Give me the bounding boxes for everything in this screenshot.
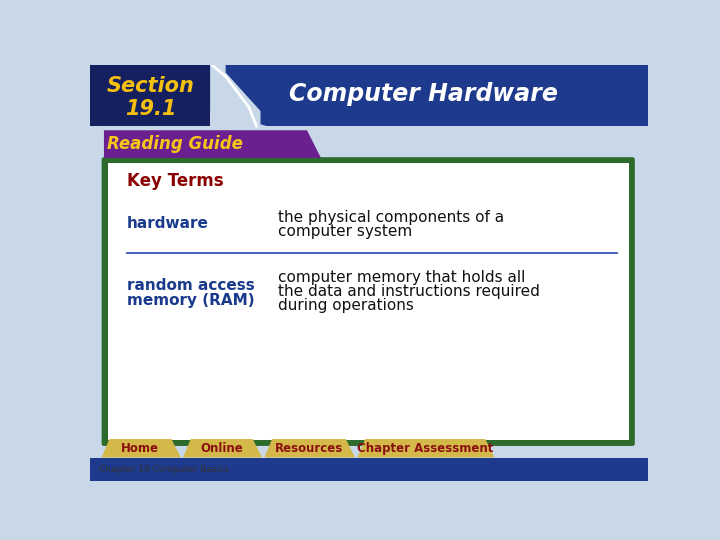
Text: 19.1: 19.1: [125, 99, 176, 119]
Polygon shape: [210, 65, 261, 126]
FancyBboxPatch shape: [102, 157, 635, 446]
Polygon shape: [210, 111, 330, 126]
Text: Section: Section: [107, 76, 194, 96]
FancyBboxPatch shape: [108, 164, 629, 440]
Polygon shape: [264, 439, 355, 457]
Polygon shape: [104, 130, 321, 158]
Text: the physical components of a: the physical components of a: [279, 210, 505, 225]
Text: random access: random access: [127, 278, 255, 293]
Bar: [90, 457, 648, 481]
Polygon shape: [102, 439, 181, 457]
Text: Key Terms: Key Terms: [127, 172, 224, 190]
Bar: [90, 65, 210, 126]
Polygon shape: [357, 439, 495, 457]
Text: memory (RAM): memory (RAM): [127, 293, 255, 308]
Text: Reading Guide: Reading Guide: [107, 135, 243, 153]
Text: Online: Online: [200, 442, 243, 455]
Text: computer memory that holds all: computer memory that holds all: [279, 270, 526, 285]
Text: during operations: during operations: [279, 298, 414, 313]
Text: Computer Hardware: Computer Hardware: [289, 82, 558, 106]
Text: hardware: hardware: [127, 216, 209, 231]
Text: Chapter Assessment: Chapter Assessment: [357, 442, 493, 455]
Polygon shape: [183, 439, 262, 457]
Text: Chapter 19 Computer Basics: Chapter 19 Computer Basics: [99, 464, 229, 474]
Text: Resources: Resources: [275, 442, 343, 455]
Bar: [90, 65, 648, 126]
Text: computer system: computer system: [279, 224, 413, 239]
Text: Home: Home: [122, 442, 159, 455]
Text: the data and instructions required: the data and instructions required: [279, 284, 540, 299]
